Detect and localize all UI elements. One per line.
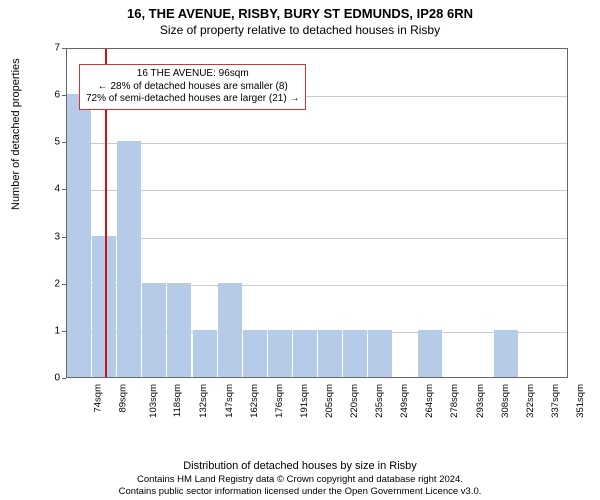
chart-title-sub: Size of property relative to detached ho… <box>0 23 600 37</box>
histogram-bar <box>142 283 166 377</box>
y-axis-label: Number of detached properties <box>10 58 22 210</box>
plot-area: 16 THE AVENUE: 96sqm ← 28% of detached h… <box>66 48 568 378</box>
chart-titles: 16, THE AVENUE, RISBY, BURY ST EDMUNDS, … <box>0 0 600 37</box>
histogram-bar <box>318 330 342 377</box>
histogram-bar <box>67 94 91 377</box>
y-tick-label: 7 <box>46 43 60 54</box>
x-tick-label: 74sqm <box>93 384 104 413</box>
x-tick-label: 278sqm <box>449 384 460 418</box>
annotation-line2: ← 28% of detached houses are smaller (8) <box>86 81 299 94</box>
histogram-bar <box>218 283 242 377</box>
histogram-bar <box>343 330 367 377</box>
histogram-bar <box>418 330 442 377</box>
histogram-bar <box>193 330 217 377</box>
x-tick-label: 235sqm <box>374 384 385 418</box>
chart-title-main: 16, THE AVENUE, RISBY, BURY ST EDMUNDS, … <box>0 6 600 21</box>
x-tick-label: 191sqm <box>299 384 310 418</box>
y-tick-mark <box>62 378 66 379</box>
y-tick-label: 4 <box>46 184 60 195</box>
y-tick-label: 1 <box>46 325 60 336</box>
y-tick-label: 6 <box>46 90 60 101</box>
histogram-bar <box>117 141 141 377</box>
x-tick-label: 308sqm <box>499 384 510 418</box>
histogram-bar <box>494 330 518 377</box>
x-tick-label: 351sqm <box>575 384 586 418</box>
y-tick-label: 3 <box>46 231 60 242</box>
x-tick-label: 176sqm <box>274 384 285 418</box>
x-tick-label: 132sqm <box>198 384 209 418</box>
histogram-bar <box>243 330 267 377</box>
histogram-bar <box>92 236 116 377</box>
x-tick-label: 103sqm <box>148 384 159 418</box>
x-tick-label: 205sqm <box>324 384 335 418</box>
gridline <box>67 238 567 239</box>
footer-attribution: Contains HM Land Registry data © Crown c… <box>0 474 600 498</box>
histogram-bar <box>368 330 392 377</box>
x-tick-label: 162sqm <box>248 384 259 418</box>
footer-line1: Contains HM Land Registry data © Crown c… <box>0 474 600 486</box>
x-tick-label: 220sqm <box>349 384 360 418</box>
x-tick-label: 89sqm <box>118 384 129 413</box>
footer-line2: Contains public sector information licen… <box>0 486 600 498</box>
annotation-line3: 72% of semi-detached houses are larger (… <box>86 93 299 106</box>
x-tick-label: 322sqm <box>525 384 536 418</box>
x-tick-label: 249sqm <box>399 384 410 418</box>
histogram-bar <box>167 283 191 377</box>
x-tick-label: 264sqm <box>424 384 435 418</box>
y-tick-label: 0 <box>46 373 60 384</box>
plot-wrap: 01234567 16 THE AVENUE: 96sqm ← 28% of d… <box>48 48 568 408</box>
histogram-bar <box>268 330 292 377</box>
annotation-line1: 16 THE AVENUE: 96sqm <box>86 68 299 81</box>
y-tick-label: 2 <box>46 278 60 289</box>
y-tick-label: 5 <box>46 137 60 148</box>
gridline <box>67 143 567 144</box>
histogram-bar <box>293 330 317 377</box>
gridline <box>67 190 567 191</box>
x-tick-label: 337sqm <box>550 384 561 418</box>
annotation-box: 16 THE AVENUE: 96sqm ← 28% of detached h… <box>79 64 306 110</box>
x-tick-label: 293sqm <box>474 384 485 418</box>
x-axis-label: Distribution of detached houses by size … <box>0 460 600 472</box>
x-tick-label: 118sqm <box>172 384 183 417</box>
x-tick-label: 147sqm <box>223 384 234 418</box>
